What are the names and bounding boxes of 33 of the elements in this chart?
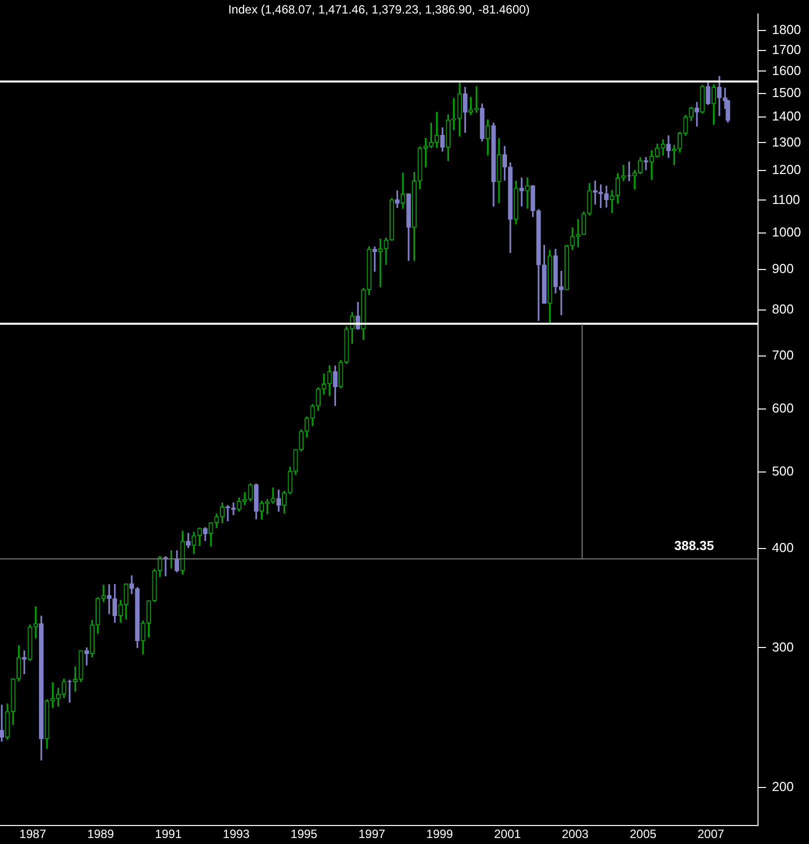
x-tick-label: 1993 [222,827,250,842]
y-tick-label: 500 [772,463,794,478]
x-tick-label: 2007 [697,827,725,842]
y-tick-label: 400 [772,540,794,556]
candlestick [101,584,106,602]
y-tick-label: 200 [772,778,794,794]
y-tick-label: 600 [772,400,794,416]
y-tick-label: 1000 [772,224,801,240]
x-tick-label: 1995 [290,827,318,842]
x-tick-label: 1997 [358,827,386,842]
y-tick-label: 1800 [772,22,801,38]
chart-title: Index (1,468.07, 1,471.46, 1,379.23, 1,386.90, -81.4600) [228,2,530,16]
y-tick-label: 900 [772,260,794,276]
y-tick-label: 700 [772,347,794,362]
x-tick-label: 1989 [87,827,114,842]
candlestick [525,178,530,209]
x-tick-label: 2003 [562,827,589,842]
y-tick-label: 1600 [772,62,801,78]
x-tick-label: 1987 [19,827,46,842]
y-tick-label: 1100 [772,192,800,207]
y-tick-label: 1500 [772,84,801,100]
candlestick [694,102,700,126]
y-tick-label: 1300 [772,134,801,150]
y-tick-label: 1400 [772,108,801,124]
x-tick-label: 2001 [494,827,522,842]
x-tick-label: 1999 [426,827,454,842]
y-tick-label: 1200 [772,162,801,177]
y-tick-label: 800 [772,301,794,316]
ref-line-label: 388.35 [674,538,714,553]
y-tick-label: 300 [772,639,794,654]
x-tick-label: 2005 [630,827,657,842]
y-tick-label: 1700 [772,42,801,57]
x-tick-label: 1991 [155,827,182,842]
